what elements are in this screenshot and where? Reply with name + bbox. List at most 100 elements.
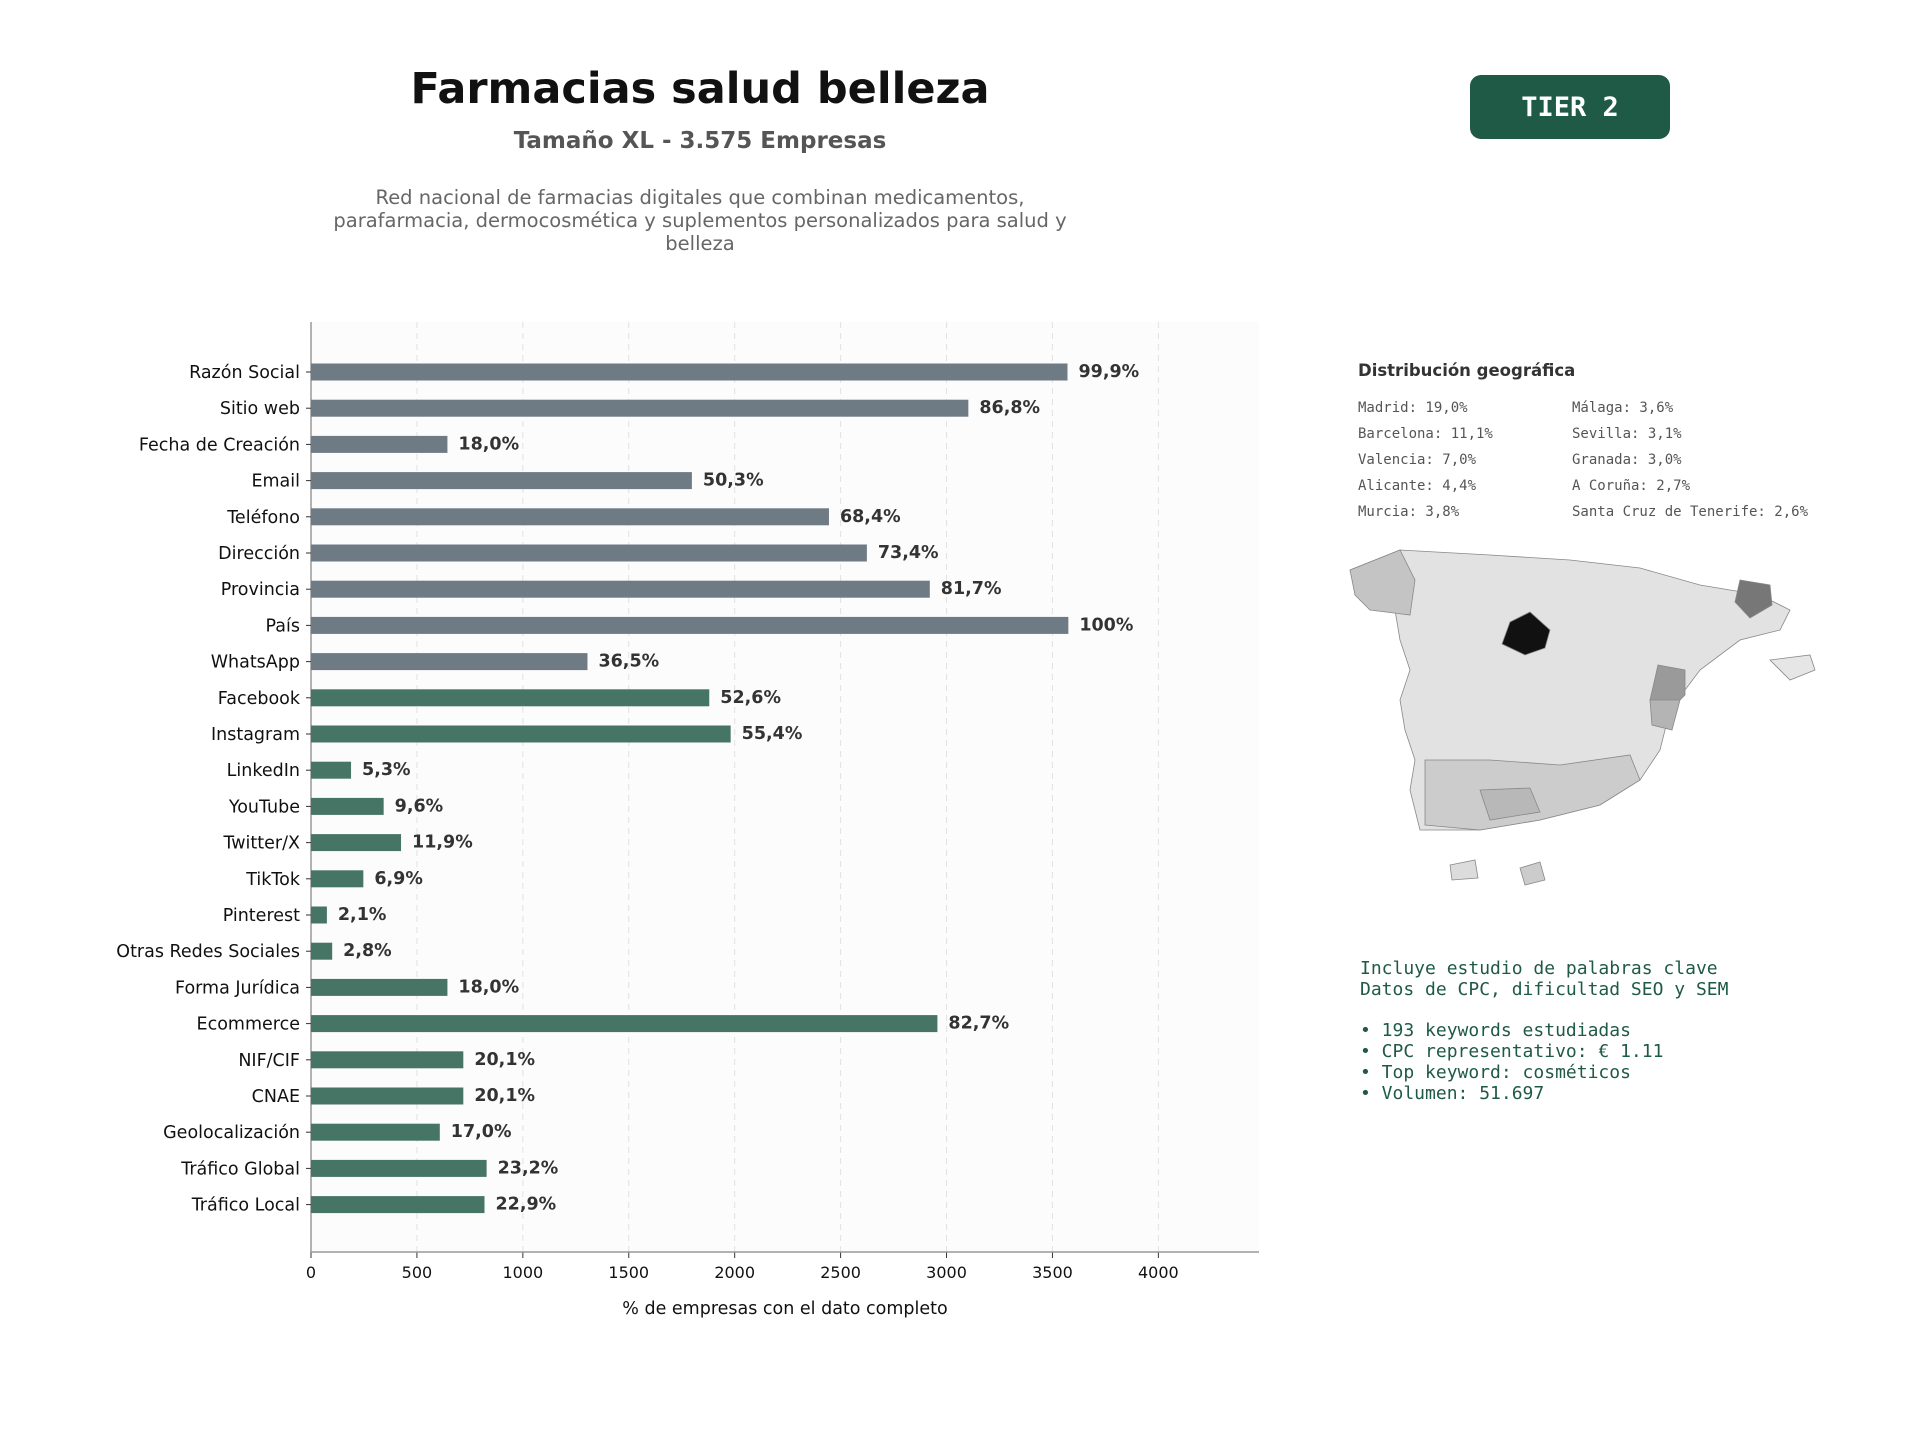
category-label: Otras Redes Sociales bbox=[116, 942, 300, 962]
value-label: 20,1% bbox=[474, 1086, 535, 1106]
x-tick-label: 3500 bbox=[1032, 1263, 1073, 1282]
category-label: Tráfico Global bbox=[180, 1159, 300, 1179]
category-label: Pinterest bbox=[223, 906, 300, 926]
value-label: 2,8% bbox=[343, 941, 392, 961]
bar bbox=[311, 508, 829, 526]
category-label: País bbox=[266, 616, 300, 636]
value-label: 81,7% bbox=[941, 579, 1002, 599]
bar bbox=[311, 906, 327, 924]
map-region-baleares bbox=[1769, 654, 1816, 681]
category-label: YouTube bbox=[228, 797, 300, 817]
category-label: NIF/CIF bbox=[238, 1051, 300, 1071]
category-label: Twitter/X bbox=[222, 834, 300, 854]
bar bbox=[311, 399, 969, 417]
category-label: Teléfono bbox=[226, 508, 300, 528]
keywords-bullet: • CPC representativo: € 1.11 bbox=[1360, 1041, 1664, 1062]
tier-badge: TIER 2 bbox=[1470, 75, 1670, 139]
geo-item: Murcia: 3,8% bbox=[1358, 504, 1460, 520]
keywords-line: Incluye estudio de palabras clave bbox=[1360, 958, 1718, 979]
value-label: 73,4% bbox=[878, 543, 939, 563]
bar bbox=[311, 1051, 464, 1069]
value-label: 50,3% bbox=[703, 471, 764, 491]
map-region-barcelona bbox=[1734, 579, 1773, 619]
bar bbox=[311, 1087, 464, 1105]
bar bbox=[311, 1159, 487, 1177]
bar bbox=[311, 1015, 938, 1033]
x-tick-label: 1000 bbox=[502, 1263, 543, 1282]
value-label: 23,2% bbox=[498, 1158, 559, 1178]
category-label: Fecha de Creación bbox=[139, 435, 300, 455]
geo-item: Málaga: 3,6% bbox=[1572, 400, 1674, 416]
category-label: Email bbox=[251, 472, 300, 492]
value-label: 36,5% bbox=[598, 652, 659, 672]
geo-item: Madrid: 19,0% bbox=[1358, 400, 1468, 416]
category-label: Facebook bbox=[218, 689, 301, 709]
plot-area bbox=[311, 322, 1259, 1252]
value-label: 55,4% bbox=[742, 724, 803, 744]
value-label: 99,9% bbox=[1078, 362, 1139, 382]
geo-item: A Coruña: 2,7% bbox=[1572, 478, 1691, 494]
bar bbox=[311, 834, 402, 852]
value-label: 6,9% bbox=[374, 869, 423, 889]
value-label: 82,7% bbox=[948, 1014, 1009, 1034]
bar bbox=[311, 544, 867, 562]
category-label: Razón Social bbox=[189, 363, 300, 383]
value-label: 18,0% bbox=[458, 977, 519, 997]
bar bbox=[311, 978, 448, 996]
value-label: 52,6% bbox=[720, 688, 781, 708]
category-label: Sitio web bbox=[220, 399, 300, 419]
geo-item: Sevilla: 3,1% bbox=[1572, 426, 1682, 442]
description-line: belleza bbox=[665, 232, 735, 255]
x-tick-label: 500 bbox=[402, 1263, 433, 1282]
bar bbox=[311, 616, 1069, 634]
value-label: 17,0% bbox=[451, 1122, 512, 1142]
x-tick-label: 0 bbox=[306, 1263, 316, 1282]
keywords-bullet: • Top keyword: cosméticos bbox=[1360, 1062, 1631, 1083]
category-label: LinkedIn bbox=[227, 761, 300, 781]
bar bbox=[311, 653, 588, 671]
bar bbox=[311, 725, 731, 743]
value-label: 22,9% bbox=[495, 1195, 556, 1215]
bar bbox=[311, 363, 1068, 381]
geo-item: Alicante: 4,4% bbox=[1358, 478, 1477, 494]
value-label: 2,1% bbox=[338, 905, 387, 925]
value-label: 5,3% bbox=[362, 760, 411, 780]
x-axis-title: % de empresas con el dato completo bbox=[622, 1299, 947, 1319]
description-line: parafarmacia, dermocosmética y suplement… bbox=[333, 209, 1067, 232]
category-label: Instagram bbox=[211, 725, 300, 745]
bar bbox=[311, 689, 710, 707]
x-tick-label: 4000 bbox=[1138, 1263, 1179, 1282]
description: Red nacional de farmacias digitales que … bbox=[300, 186, 1100, 255]
category-label: Ecommerce bbox=[197, 1015, 300, 1035]
geo-item: Santa Cruz de Tenerife: 2,6% bbox=[1572, 504, 1809, 520]
bar bbox=[311, 435, 448, 453]
keywords-box: Incluye estudio de palabras clave Datos … bbox=[1360, 958, 1728, 1104]
bar bbox=[311, 761, 352, 779]
map-region-andalucia bbox=[1424, 754, 1641, 831]
spain-map bbox=[1349, 549, 1816, 886]
category-label: Provincia bbox=[221, 580, 300, 600]
geo-item: Barcelona: 11,1% bbox=[1358, 426, 1493, 442]
bar bbox=[311, 472, 692, 490]
keywords-line: Datos de CPC, dificultad SEO y SEM bbox=[1360, 979, 1729, 1000]
category-label: Tráfico Local bbox=[191, 1196, 300, 1216]
bar bbox=[311, 1123, 440, 1141]
map-region-canarias-1 bbox=[1449, 859, 1479, 881]
map-region-malaga bbox=[1479, 787, 1541, 821]
value-label: 18,0% bbox=[458, 434, 519, 454]
bar bbox=[311, 580, 930, 598]
value-label: 68,4% bbox=[840, 507, 901, 527]
value-label: 100% bbox=[1079, 615, 1133, 635]
x-tick-label: 2000 bbox=[714, 1263, 755, 1282]
category-label: Geolocalización bbox=[163, 1123, 300, 1143]
geo-list-right: Málaga: 3,6% Sevilla: 3,1% Granada: 3,0%… bbox=[1572, 398, 1808, 528]
x-tick-label: 1500 bbox=[608, 1263, 649, 1282]
x-tick-label: 3000 bbox=[926, 1263, 967, 1282]
map-region-canarias-2 bbox=[1519, 861, 1546, 886]
value-label: 9,6% bbox=[395, 796, 444, 816]
value-label: 20,1% bbox=[474, 1050, 535, 1070]
keywords-bullet: • 193 keywords estudiadas bbox=[1360, 1020, 1631, 1041]
page-subtitle: Tamaño XL - 3.575 Empresas bbox=[513, 128, 887, 154]
map-region-alicante bbox=[1649, 699, 1681, 731]
